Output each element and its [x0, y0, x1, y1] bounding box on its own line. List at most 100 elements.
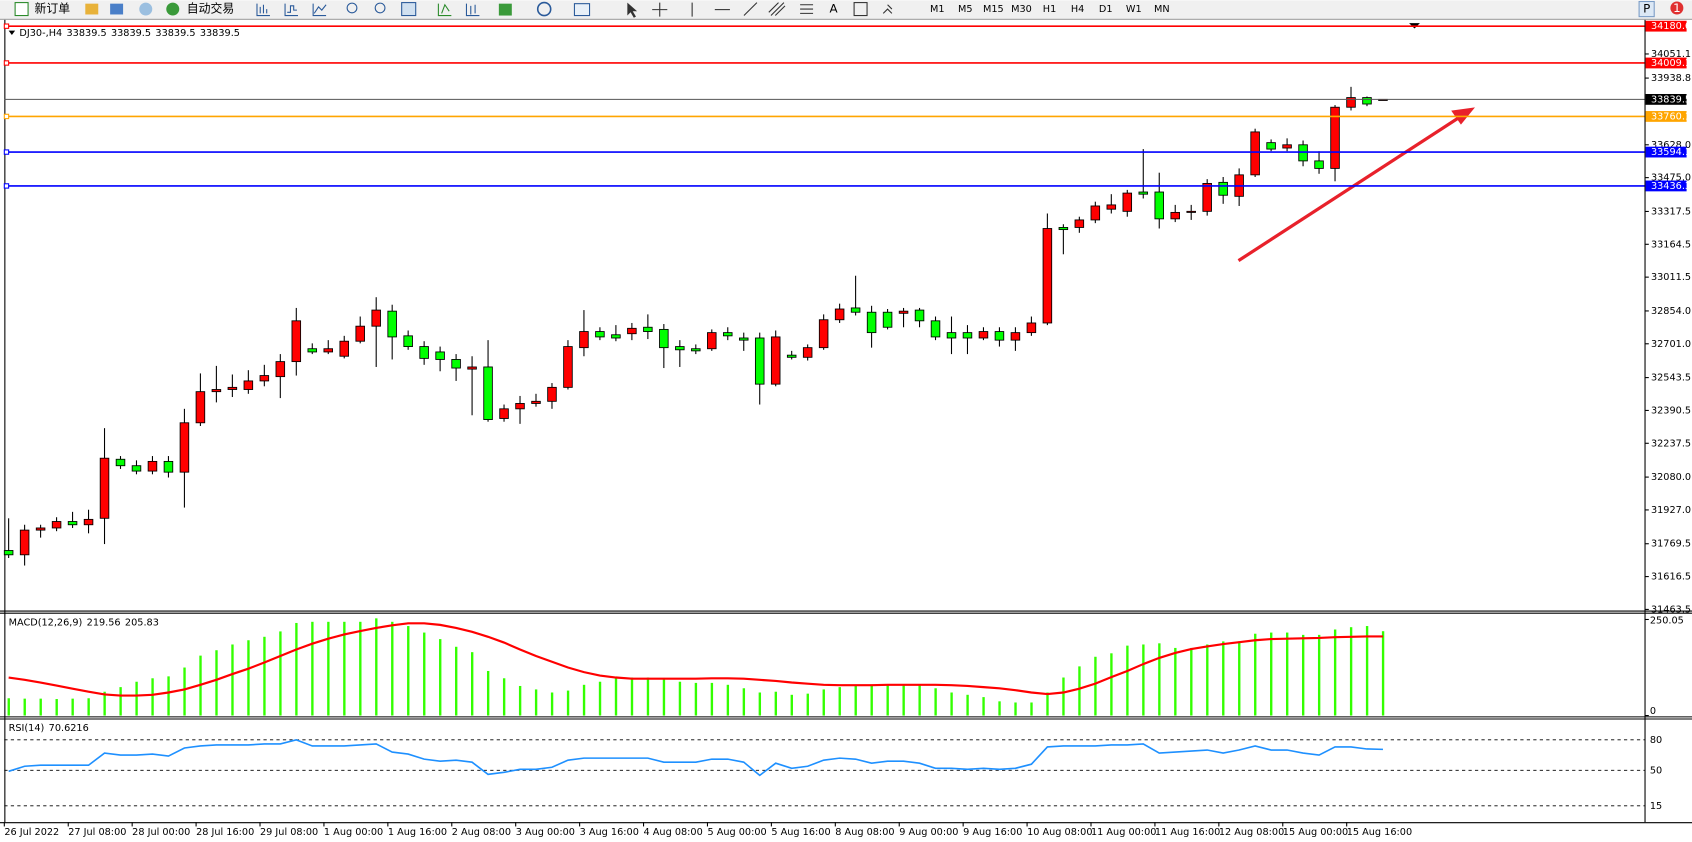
timeframe-button[interactable]: MN	[1154, 4, 1170, 15]
new-order-button[interactable]: 新订单	[35, 2, 71, 16]
timeframe-button[interactable]: M15	[983, 4, 1004, 15]
macd-bar	[710, 682, 714, 716]
macd-bar	[598, 681, 602, 716]
periods-icon[interactable]	[536, 1, 552, 17]
candle-body	[467, 366, 477, 370]
candle-body	[131, 465, 142, 472]
macd-bar	[902, 684, 905, 716]
level-label: 34009.1	[1651, 58, 1691, 69]
macd-bar	[295, 622, 298, 716]
autoscroll-icon[interactable]	[465, 3, 480, 17]
level-label-bg	[1645, 20, 1687, 32]
macd-bar	[343, 621, 346, 716]
macd-bar	[1270, 632, 1273, 716]
timeframe-button[interactable]: M1	[930, 4, 945, 15]
candle-body	[946, 332, 957, 339]
macd-bar	[1126, 645, 1129, 716]
candle-body	[435, 351, 445, 360]
x-tick-label: 28 Jul 00:00	[132, 827, 190, 838]
shift-icon[interactable]	[437, 3, 452, 17]
text-tool[interactable]: A	[830, 2, 839, 16]
candle-icon[interactable]	[284, 3, 299, 17]
candle-body	[1042, 228, 1053, 324]
candle-body	[1314, 160, 1324, 169]
macd-bar	[630, 677, 634, 716]
arrows-icon[interactable]	[882, 4, 893, 14]
candle-body	[195, 391, 206, 424]
profile-label[interactable]: P	[1643, 2, 1650, 16]
notification-count[interactable]: 1	[1673, 1, 1681, 15]
zoom-in-icon[interactable]	[346, 2, 358, 14]
macd-bar	[582, 684, 586, 716]
macd-bar	[71, 698, 74, 716]
x-tick-label: 28 Jul 16:00	[196, 827, 254, 838]
new-order-icon	[14, 2, 29, 17]
candle-body	[499, 408, 509, 419]
notification-badge[interactable]	[1670, 1, 1684, 15]
y-tick-label: 31769.5	[1651, 539, 1691, 550]
level-handle	[3, 60, 10, 66]
timeframe-button[interactable]: H4	[1071, 4, 1084, 15]
label-tool-icon[interactable]	[853, 2, 868, 17]
candle-body	[99, 457, 110, 519]
macd-bar	[1110, 653, 1113, 716]
macd-bar	[1142, 644, 1145, 716]
macd-bar	[1286, 632, 1289, 716]
macd-bar	[23, 698, 26, 716]
level-handle	[3, 183, 10, 189]
macd-bar	[774, 691, 778, 716]
x-tick-label: 1 Aug 16:00	[388, 827, 447, 838]
macd-bar	[694, 682, 698, 716]
candle-body	[163, 460, 174, 473]
x-tick-label: 5 Aug 00:00	[707, 827, 766, 838]
tool-icon[interactable]	[85, 3, 99, 15]
candle-body	[1090, 205, 1101, 221]
cursor-icon[interactable]	[627, 2, 638, 18]
crosshair-icon[interactable]	[652, 2, 668, 17]
timeframe-button[interactable]: H1	[1043, 4, 1056, 15]
y-tick-label: 80	[1650, 735, 1662, 746]
macd-bar	[918, 684, 921, 716]
profile-icon[interactable]	[1638, 0, 1655, 18]
zoom-out-icon[interactable]	[374, 2, 386, 14]
candle-body	[451, 359, 461, 369]
candle-body	[579, 331, 589, 349]
channel-icon[interactable]	[768, 2, 786, 16]
line-chart-icon[interactable]	[312, 3, 327, 17]
timeframe-bar: M1 M5 M15 M30 H1 H4 D1 W1 MN	[930, 4, 1170, 15]
macd-bar	[534, 689, 538, 716]
candle-body	[371, 309, 381, 327]
x-tick-label: 15 Aug 16:00	[1347, 827, 1412, 838]
candle-body	[595, 331, 605, 338]
macd-bar	[1094, 656, 1097, 716]
auto-trading-button[interactable]: 自动交易	[187, 2, 234, 16]
timeframe-button[interactable]: W1	[1126, 4, 1142, 15]
chart-header: DJ30-,H4	[19, 28, 62, 39]
macd-bar	[1238, 641, 1241, 716]
tool-icon[interactable]	[110, 3, 124, 15]
timeframe-button[interactable]: M5	[958, 4, 973, 15]
candle-body	[659, 328, 669, 349]
trendline-icon[interactable]	[743, 2, 758, 16]
y-tick-label: 32237.5	[1651, 438, 1691, 449]
templates-icon[interactable]	[573, 3, 591, 17]
fibo-icon[interactable]	[800, 4, 814, 14]
tile-icon[interactable]	[401, 2, 417, 17]
timeframe-button[interactable]: M30	[1011, 4, 1032, 15]
indicators-icon[interactable]	[498, 3, 512, 16]
macd-bar	[1301, 634, 1305, 716]
y-tick-label: 33628.0	[1651, 140, 1691, 151]
tool-icon[interactable]	[139, 2, 153, 16]
y-tick-label: 33938.8	[1651, 73, 1691, 84]
macd-bar	[247, 640, 250, 716]
macd-bar	[1030, 702, 1033, 716]
x-tick-label: 2 Aug 08:00	[452, 827, 511, 838]
candle-body	[1186, 210, 1196, 213]
level-handle	[3, 149, 10, 155]
bar-chart-icon[interactable]	[256, 3, 270, 17]
candle-body	[786, 354, 797, 358]
timeframe-button[interactable]: D1	[1099, 4, 1113, 15]
candle-body	[419, 346, 429, 359]
macd-bar	[359, 621, 362, 716]
